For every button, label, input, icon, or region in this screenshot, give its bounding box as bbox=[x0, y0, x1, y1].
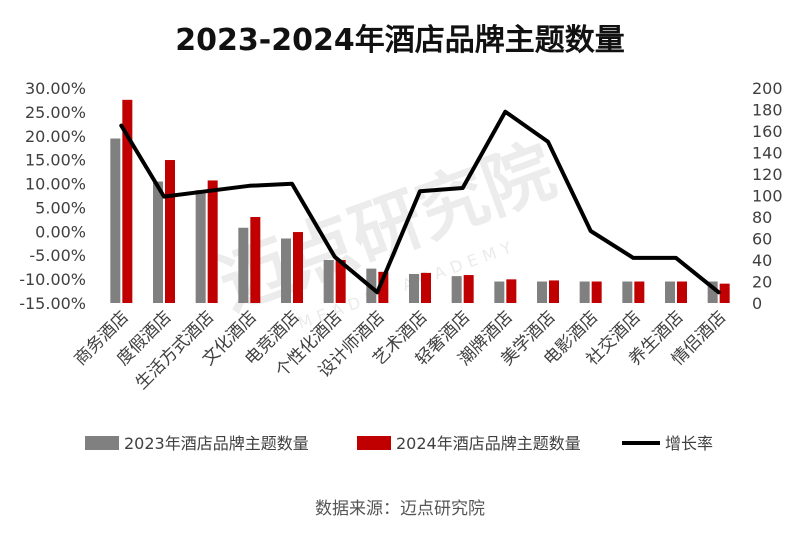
right-axis-tick-label: 100 bbox=[752, 187, 783, 206]
right-axis-tick-label: 0 bbox=[752, 294, 762, 313]
bar-2023 bbox=[537, 281, 547, 303]
bar-2024 bbox=[165, 160, 175, 303]
bar-2023 bbox=[665, 281, 675, 303]
left-axis-tick-label: -15.00% bbox=[19, 294, 86, 313]
right-axis-tick-label: 80 bbox=[752, 208, 772, 227]
bar-2023 bbox=[238, 227, 249, 303]
growth-line-layer bbox=[119, 109, 721, 295]
left-axis-tick-label: -10.00% bbox=[19, 270, 86, 289]
source-note: 数据来源：迈点研究院 bbox=[315, 499, 485, 519]
legend-label-growth: 增长率 bbox=[665, 434, 713, 453]
left-axis-tick-label: 10.00% bbox=[25, 175, 86, 194]
legend-label-2023: 2023年酒店品牌主题数量 bbox=[124, 434, 309, 453]
watermark: 迈点研究院 MEADIN ACADEMY bbox=[208, 129, 565, 333]
legend-label-2024: 2024年酒店品牌主题数量 bbox=[396, 434, 581, 453]
bar-2024 bbox=[677, 281, 687, 303]
bar-2024 bbox=[506, 279, 517, 303]
bar-2024 bbox=[293, 232, 303, 303]
bar-2023 bbox=[153, 181, 163, 303]
legend: 2023年酒店品牌主题数量 2024年酒店品牌主题数量 增长率 bbox=[85, 434, 713, 453]
right-axis-tick-label: 120 bbox=[752, 165, 783, 184]
left-axis-tick-label: 5.00% bbox=[35, 198, 86, 217]
bar-2024 bbox=[421, 272, 431, 303]
growth-rate-line bbox=[119, 109, 721, 295]
right-axis-tick-label: 140 bbox=[752, 144, 783, 163]
bar-2023 bbox=[622, 281, 633, 303]
right-axis-tick-label: 160 bbox=[752, 122, 783, 141]
bar-2024 bbox=[335, 260, 346, 303]
bar-2023 bbox=[195, 190, 206, 303]
bar-2024 bbox=[207, 180, 218, 303]
bar-2023 bbox=[323, 260, 334, 303]
bar-2024 bbox=[122, 99, 133, 303]
right-axis-tick-label: 200 bbox=[752, 79, 783, 98]
bar-2023 bbox=[494, 281, 505, 303]
chart-title: 2023-2024年酒店品牌主题数量 bbox=[175, 23, 624, 58]
left-axis: 30.00% 25.00% 20.00% 15.00% 10.00% 5.00% 0.00%… bbox=[19, 79, 86, 313]
right-axis-tick-label: 20 bbox=[752, 273, 772, 292]
bar-2024 bbox=[634, 281, 645, 303]
bar-2023 bbox=[707, 281, 718, 303]
left-axis-tick-label: 15.00% bbox=[25, 151, 86, 170]
bar-2023 bbox=[281, 238, 291, 303]
bar-2024 bbox=[591, 281, 602, 303]
bar-2023 bbox=[110, 138, 121, 303]
bar-2024 bbox=[463, 275, 474, 303]
bar-2023 bbox=[451, 276, 462, 303]
bar-2024 bbox=[719, 283, 730, 303]
bar-2023 bbox=[579, 281, 590, 303]
legend-swatch-2024 bbox=[357, 436, 391, 450]
right-axis-tick-label: 180 bbox=[752, 101, 783, 120]
bar-2024 bbox=[549, 280, 559, 303]
bar-2023 bbox=[409, 273, 419, 303]
right-axis-tick-label: 40 bbox=[752, 251, 772, 270]
category-labels: 商务酒店度假酒店生活方式酒店文化酒店电竞酒店个性化酒店设计师酒店艺术酒店轻奢酒店… bbox=[71, 307, 731, 393]
left-axis-tick-label: -5.00% bbox=[29, 246, 86, 265]
bar-2024 bbox=[250, 217, 261, 303]
right-axis-tick-label: 60 bbox=[752, 230, 772, 249]
left-axis-tick-label: 20.00% bbox=[25, 127, 86, 146]
bar-2024 bbox=[378, 271, 389, 303]
left-axis-tick-label: 0.00% bbox=[35, 222, 86, 241]
left-axis-tick-label: 30.00% bbox=[25, 79, 86, 98]
legend-swatch-2023 bbox=[85, 436, 119, 450]
left-axis-tick-label: 25.00% bbox=[25, 103, 86, 122]
